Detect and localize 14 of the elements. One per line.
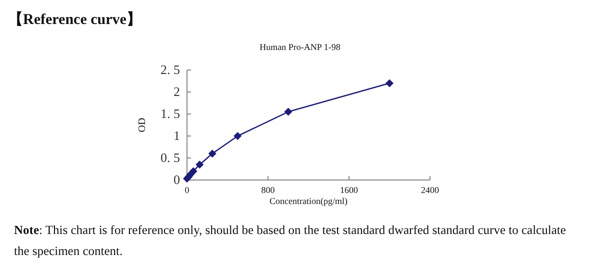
y-tick-label: 1. 5 <box>160 106 180 121</box>
x-tick-label: 2400 <box>421 185 440 195</box>
y-tick-label: 1 <box>174 128 180 143</box>
x-axis-title: Concentration(pg/ml) <box>270 196 348 206</box>
text: Note: This chart is for reference only, should be based on the test standard dwarfed standard curve to calculate the specimen content. <box>14 223 566 258</box>
y-tick-label: 0. 5 <box>160 150 180 165</box>
y-tick-label: 2. 5 <box>160 62 180 77</box>
x-tick-label: 1600 <box>340 185 358 195</box>
chart-title: 【Reference curve】 <box>8 11 142 28</box>
chart-subtitle: Human Pro-ANP 1-98 <box>260 42 341 52</box>
x-tick-label: 800 <box>261 185 276 195</box>
y-tick-label: 2 <box>174 84 180 99</box>
y-axis-title: OD <box>137 118 148 132</box>
x-tick-label: 0 <box>184 185 190 195</box>
